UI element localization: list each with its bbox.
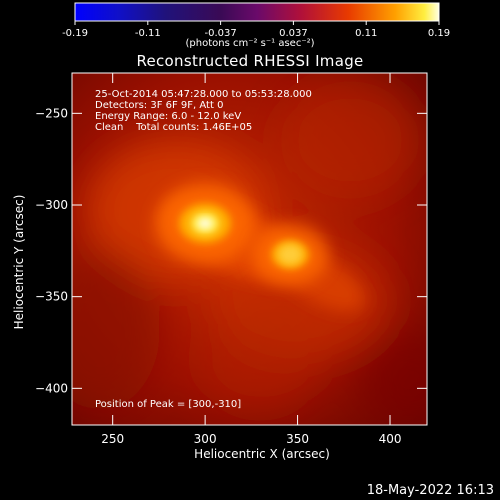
colorbar-tick-label: 0.037 <box>279 28 308 39</box>
x-tick-label: 400 <box>379 432 402 446</box>
colorbar-tick-label: -0.11 <box>135 28 161 39</box>
heatmap-image <box>72 73 427 425</box>
peak-position-label: Position of Peak = [300,-310] <box>95 399 241 410</box>
x-tick-label: 250 <box>101 432 124 446</box>
info-time-range: 25-Oct-2014 05:47:28.000 to 05:53:28.000 <box>95 89 312 100</box>
y-axis-label: Heliocentric Y (arcsec) <box>12 195 26 330</box>
colorbar-tick-label: 0.19 <box>428 28 450 39</box>
colorbar-gradient <box>74 2 440 22</box>
y-tick-label: −400 <box>35 381 68 395</box>
info-energy-range: Energy Range: 6.0 - 12.0 keV <box>95 111 241 122</box>
chart-title: Reconstructed RHESSI Image <box>136 52 364 70</box>
colorbar-tick-label: -0.19 <box>62 28 88 39</box>
timestamp-footer: 18-May-2022 16:13 <box>366 483 494 498</box>
colorbar: -0.19 -0.11 -0.037 0.037 0.11 0.19 <box>62 2 450 39</box>
emission-source <box>155 183 256 264</box>
x-tick-label: 300 <box>194 432 217 446</box>
x-tick-label: 350 <box>286 432 309 446</box>
colorbar-tick-label: 0.11 <box>355 28 377 39</box>
x-axis-label: Heliocentric X (arcsec) <box>194 447 330 461</box>
y-tick-label: −350 <box>35 290 68 304</box>
colorbar-tick-label: -0.037 <box>204 28 236 39</box>
colorbar-units-label: (photons cm⁻² s⁻¹ asec⁻²) <box>185 38 315 49</box>
y-tick-label: −300 <box>35 198 68 212</box>
info-clean-counts: Clean Total counts: 1.46E+05 <box>95 122 252 133</box>
info-detectors: Detectors: 3F 6F 9F, Att 0 <box>95 100 223 111</box>
y-tick-label: −250 <box>35 106 68 120</box>
plot-frame <box>71 72 428 426</box>
emission-source <box>251 224 329 285</box>
